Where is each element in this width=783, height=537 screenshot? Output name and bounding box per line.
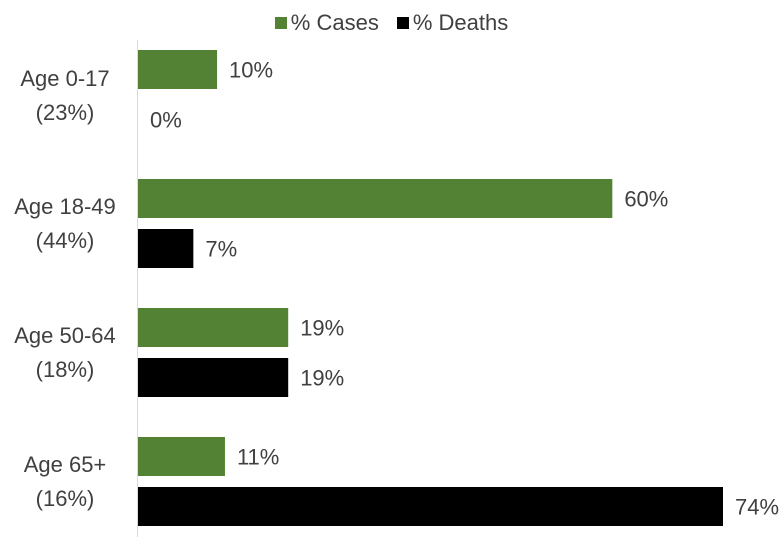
category-label-line1: Age 65+ xyxy=(23,452,107,477)
legend-swatch-deaths xyxy=(396,17,409,29)
category-label-line2: (18%) xyxy=(35,357,95,382)
bar-cases-2 xyxy=(138,308,289,347)
legend: % Cases % Deaths xyxy=(0,8,783,38)
bar-deaths-1 xyxy=(138,229,194,268)
legend-label-cases: % Cases xyxy=(290,10,379,35)
legend-item-deaths: % Deaths xyxy=(396,10,509,36)
category-label-line2: (16%) xyxy=(35,486,95,511)
data-label-cases-1: 60% xyxy=(624,187,668,212)
category-label-2: Age 50-64 (18%) xyxy=(0,319,130,387)
category-label-line2: (44%) xyxy=(35,228,95,253)
data-label-deaths-3: 74% xyxy=(735,495,779,520)
data-label-cases-0: 10% xyxy=(229,58,273,83)
legend-swatch-cases xyxy=(274,17,287,29)
data-label-cases-2: 19% xyxy=(300,316,344,341)
legend-label-deaths: % Deaths xyxy=(412,10,509,35)
category-label-0: Age 0-17 (23%) xyxy=(0,62,130,130)
bar-cases-0 xyxy=(138,50,218,89)
data-label-deaths-1: 7% xyxy=(205,237,237,262)
data-label-deaths-0: 0% xyxy=(150,108,182,133)
bar-cases-3 xyxy=(138,437,225,476)
category-label-1: Age 18-49 (44%) xyxy=(0,190,130,258)
data-label-deaths-2: 19% xyxy=(300,366,344,391)
category-label-3: Age 65+ (16%) xyxy=(0,448,130,516)
bar-deaths-3 xyxy=(138,487,723,526)
legend-item-cases: % Cases xyxy=(274,10,379,36)
bars-group: 10% 0% 60% 7% 19% 19% 11% 74% xyxy=(138,50,779,526)
category-label-line1: Age 0-17 xyxy=(20,66,110,91)
bar-deaths-2 xyxy=(138,358,289,397)
bar-cases-1 xyxy=(138,179,613,218)
category-label-line1: Age 50-64 xyxy=(14,323,116,348)
category-label-line1: Age 18-49 xyxy=(14,194,116,219)
category-label-line2: (23%) xyxy=(35,100,95,125)
data-label-cases-3: 11% xyxy=(237,445,279,470)
